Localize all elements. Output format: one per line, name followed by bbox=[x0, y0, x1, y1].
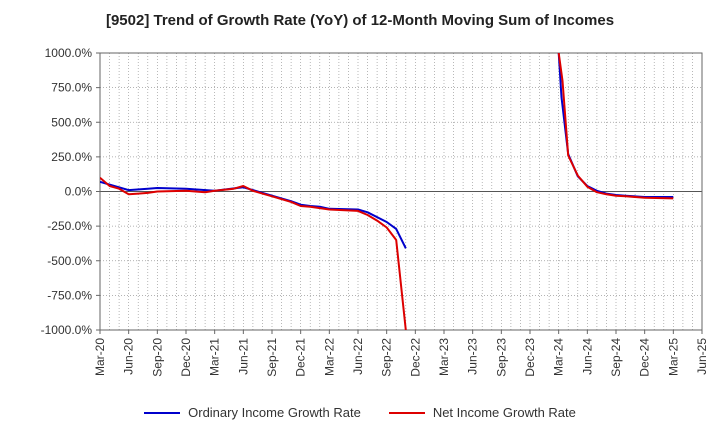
x-tick-label: Jun-20 bbox=[122, 338, 136, 375]
x-tick-label: Sep-24 bbox=[609, 338, 623, 377]
x-tick-label: Mar-22 bbox=[322, 338, 336, 376]
x-tick-label: Sep-20 bbox=[150, 338, 164, 377]
x-tick-label: Dec-22 bbox=[408, 338, 422, 377]
legend-swatch-net-income bbox=[388, 411, 425, 414]
y-tick-label: -500.0% bbox=[47, 254, 92, 268]
axis-layer: 1000.0% 750.0% 500.0% 250.0% 0.0% -250.0% -500… bbox=[41, 46, 709, 377]
y-tick-label: 1000.0% bbox=[45, 46, 93, 60]
x-tick-label: Jun-23 bbox=[466, 338, 480, 375]
x-tick-label: Mar-20 bbox=[93, 338, 107, 376]
y-tick-label: -1000.0% bbox=[41, 323, 93, 337]
y-tick-label: 500.0% bbox=[51, 115, 92, 129]
x-tick-label: Sep-21 bbox=[265, 338, 279, 377]
legend-label-net-income: Net Income Growth Rate bbox=[432, 405, 576, 420]
x-tick-label: Mar-24 bbox=[552, 338, 566, 376]
series-line-net-income bbox=[557, 53, 674, 200]
x-tick-label: Sep-23 bbox=[494, 338, 508, 377]
legend: Ordinary Income Growth Rate Net Income G… bbox=[0, 405, 720, 420]
x-tick-label: Jun-21 bbox=[236, 338, 250, 375]
chart-title: [9502] Trend of Growth Rate (YoY) of 12-… bbox=[105, 12, 615, 29]
x-tick-label: Dec-23 bbox=[523, 338, 537, 377]
y-tick-label: -250.0% bbox=[47, 219, 92, 233]
x-tick-label: Mar-23 bbox=[437, 338, 451, 376]
x-tick-label: Sep-22 bbox=[380, 338, 394, 377]
x-tick-label: Mar-25 bbox=[666, 338, 680, 376]
x-tick-label: Dec-20 bbox=[179, 338, 193, 377]
y-tick-label: 250.0% bbox=[51, 150, 92, 164]
x-tick-label: Jun-25 bbox=[695, 338, 709, 375]
y-tick-label: 0.0% bbox=[65, 185, 93, 199]
series-layer bbox=[100, 53, 674, 330]
legend-item-net-income: Net Income Growth Rate bbox=[388, 405, 576, 420]
x-tick-label: Jun-24 bbox=[580, 338, 594, 375]
y-tick-label: 750.0% bbox=[51, 81, 92, 95]
x-tick-label: Mar-21 bbox=[208, 338, 222, 376]
legend-item-ordinary-income: Ordinary Income Growth Rate bbox=[144, 405, 361, 420]
series-line-net-income bbox=[100, 176, 407, 330]
legend-swatch-ordinary-income bbox=[144, 411, 181, 414]
x-tick-label: Jun-22 bbox=[351, 338, 365, 375]
y-tick-label: -750.0% bbox=[47, 288, 92, 302]
x-tick-label: Dec-24 bbox=[638, 338, 652, 377]
legend-label-ordinary-income: Ordinary Income Growth Rate bbox=[188, 405, 361, 420]
x-tick-label: Dec-21 bbox=[294, 338, 308, 377]
